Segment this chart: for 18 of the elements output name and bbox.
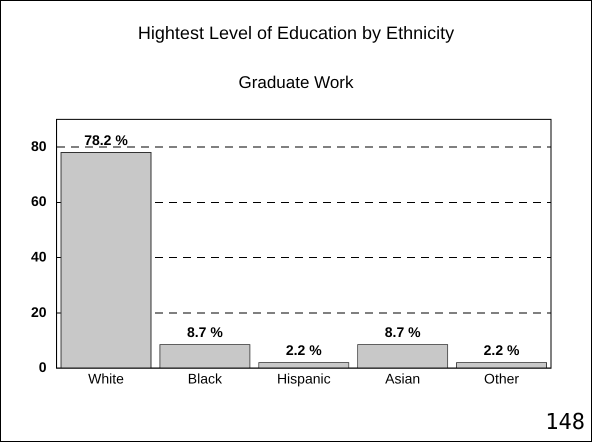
x-tick-label: Asian — [385, 370, 420, 386]
x-tick-label: White — [88, 370, 124, 386]
chart-subtitle: Graduate Work — [238, 73, 354, 93]
chart-title: Hightest Level of Education by Ethnicity — [136, 23, 456, 44]
y-tick-label: 80 — [30, 138, 47, 154]
x-tick-label: Hispanic — [276, 370, 331, 386]
text: 148 — [545, 410, 585, 435]
y-tick-label: 40 — [30, 248, 47, 264]
data-label: 78.2 % — [84, 132, 128, 148]
data-label: 2.2 % — [484, 342, 520, 358]
x-tick-label: Other — [484, 370, 520, 386]
data-label: 8.7 % — [384, 324, 422, 340]
data-label: 2.2 % — [286, 342, 322, 358]
data-label: 8.7 % — [186, 324, 224, 340]
y-tick-label: 0 — [38, 359, 47, 376]
x-tick-label: Black — [188, 370, 224, 386]
y-tick-label: 20 — [30, 304, 47, 320]
y-tick-label: 60 — [30, 193, 47, 210]
